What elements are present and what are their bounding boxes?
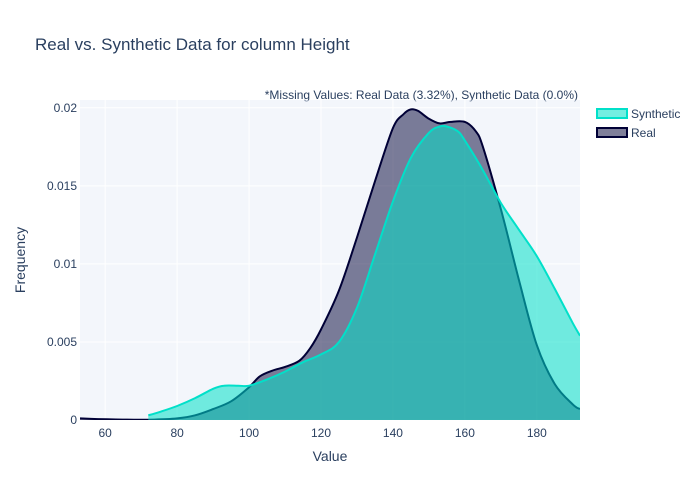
- legend-item-synthetic: Synthetic: [596, 107, 680, 121]
- x-tick-label: 120: [311, 426, 331, 440]
- x-tick-label: 160: [455, 426, 475, 440]
- legend-swatch: [596, 127, 628, 138]
- legend-item-real: Real: [596, 126, 656, 140]
- x-tick-label: 100: [239, 426, 259, 440]
- traces: [80, 108, 580, 420]
- y-tick-label: 0.015: [47, 179, 77, 193]
- x-tick-label: 60: [99, 426, 113, 440]
- x-axis-label: Value: [313, 448, 348, 464]
- chart-title: Real vs. Synthetic Data for column Heigh…: [35, 35, 350, 54]
- y-tick-label: 0: [70, 413, 77, 427]
- x-tick-label: 80: [170, 426, 184, 440]
- y-axis-label: Frequency: [12, 227, 28, 293]
- x-axis-ticks: 60 80 100 120 140 160 180: [99, 426, 548, 440]
- x-tick-label: 140: [383, 426, 403, 440]
- legend-label: Synthetic: [631, 107, 680, 121]
- legend: Synthetic Real: [596, 107, 680, 140]
- y-tick-label: 0.005: [47, 335, 77, 349]
- trace-group: [80, 108, 580, 420]
- series-area-synthetic: [148, 125, 580, 420]
- missing-values-annotation: *Missing Values: Real Data (3.32%), Synt…: [265, 88, 578, 102]
- y-axis-ticks: 0 0.005 0.01 0.015 0.02: [47, 101, 77, 427]
- y-tick-label: 0.01: [54, 257, 78, 271]
- y-tick-label: 0.02: [54, 101, 78, 115]
- series-line-synthetic: [148, 124, 580, 417]
- x-tick-label: 180: [527, 426, 547, 440]
- legend-swatch: [596, 108, 628, 119]
- legend-label: Real: [631, 126, 656, 140]
